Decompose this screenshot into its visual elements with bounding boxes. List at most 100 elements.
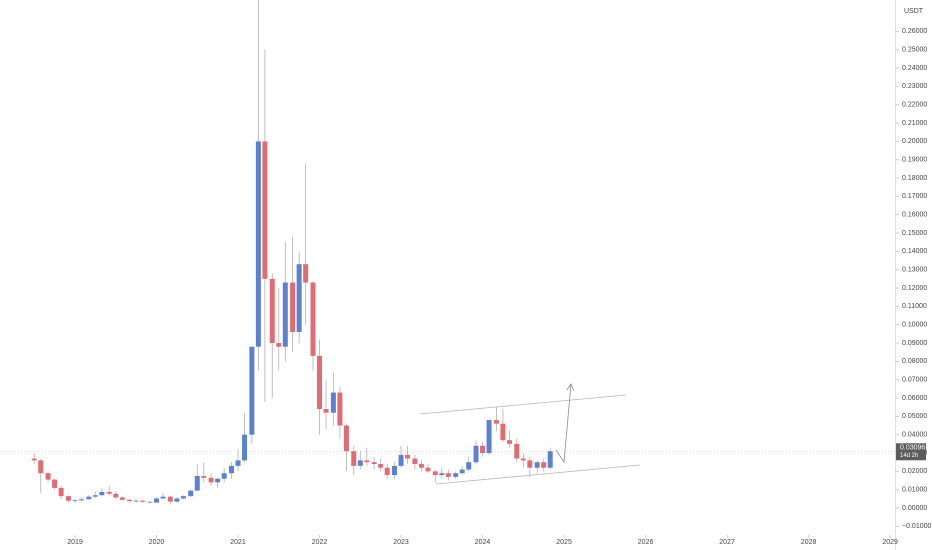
candle-body	[323, 409, 329, 413]
candle-body	[520, 458, 526, 461]
y-tick-label: 0.14000	[902, 248, 927, 255]
candle-body	[194, 475, 200, 491]
candle-body	[480, 445, 486, 454]
candle-body	[412, 458, 418, 465]
candle-body	[45, 473, 51, 480]
candle-body	[79, 499, 85, 501]
x-tick-label: 2022	[312, 539, 328, 546]
y-tick-label: 0.23000	[902, 83, 927, 90]
candle-body	[106, 491, 112, 494]
x-tick-label: 2026	[638, 539, 654, 546]
candle-body	[282, 282, 288, 347]
y-tick-label: 0.02000	[902, 468, 927, 475]
y-tick-label: 0.07000	[902, 377, 927, 384]
x-tick-label: 2023	[393, 539, 409, 546]
y-tick-label: 0.11000	[902, 303, 927, 310]
candle-body	[31, 458, 37, 461]
candle-body	[188, 490, 194, 497]
x-tick-label: 2021	[230, 539, 246, 546]
candle-body	[466, 462, 472, 470]
x-tick-label: 2029	[882, 539, 898, 546]
y-tick-label: 0.00000	[902, 505, 927, 512]
candle-body	[276, 343, 282, 347]
candle-body	[534, 462, 540, 468]
candle-body	[127, 499, 133, 502]
candle-body	[133, 500, 139, 502]
y-tick-label: 0.10000	[902, 322, 927, 329]
x-tick-label: 2028	[801, 539, 817, 546]
candle-body	[432, 471, 438, 476]
x-tick-label: 2027	[719, 539, 735, 546]
y-tick-label: 0.01000	[902, 487, 927, 494]
candle-body	[351, 451, 357, 466]
y-tick-label: 0.25000	[902, 47, 927, 54]
candle-body	[290, 282, 296, 333]
candle-body	[330, 392, 336, 413]
y-tick-label: 0.04000	[902, 432, 927, 439]
x-tick-label: 2025	[556, 539, 572, 546]
y-tick-label: 0.13000	[902, 267, 927, 274]
candle-body	[357, 460, 363, 466]
candle-body	[99, 491, 105, 496]
candle-body	[92, 495, 98, 497]
candle-body	[405, 454, 411, 459]
candle-body	[337, 392, 343, 426]
candle-body	[547, 451, 553, 468]
y-tick-label: 0.08000	[902, 358, 927, 365]
candle-body	[418, 464, 424, 468]
candle-body	[486, 420, 492, 454]
drawings	[419, 383, 641, 485]
candle-body	[154, 498, 160, 503]
candle-body	[52, 479, 58, 488]
candle-body	[167, 496, 173, 502]
candle-body	[38, 460, 44, 474]
candle-body	[201, 475, 207, 478]
candle-body	[541, 462, 547, 468]
arrow-head	[566, 383, 575, 392]
candle-body	[235, 460, 241, 466]
candle-body	[58, 487, 64, 497]
candle-body	[473, 445, 479, 463]
last-price-label: 0.03096	[900, 445, 925, 452]
y-tick-label: 0.15000	[902, 230, 927, 237]
candle-body	[343, 425, 349, 452]
candle-body	[72, 500, 78, 502]
candle-body	[140, 500, 146, 502]
candle-body	[398, 454, 404, 466]
candle-body	[174, 498, 180, 502]
y-tick-label: 0.19000	[902, 157, 927, 164]
candle-body	[514, 443, 520, 459]
x-tick-label: 2020	[149, 539, 165, 546]
channel-upper	[419, 394, 627, 415]
candle-body	[296, 264, 302, 333]
y-tick-label: 0.24000	[902, 65, 927, 72]
last-price-badge	[896, 443, 926, 461]
candle-body	[180, 496, 186, 499]
y-tick-label: 0.21000	[902, 120, 927, 127]
candle-body	[303, 264, 309, 283]
candle-body	[147, 501, 153, 503]
candle-body	[371, 462, 377, 465]
candle-body	[425, 467, 431, 472]
candle-body	[439, 473, 445, 476]
x-tick-label: 2019	[67, 539, 83, 546]
candle-body	[86, 496, 92, 500]
countdown: 14d 2h	[900, 453, 918, 459]
candle-body	[215, 478, 221, 483]
candle-body	[453, 473, 459, 477]
candle-body	[384, 467, 390, 476]
candle-body	[506, 440, 512, 444]
candle-body	[242, 434, 248, 461]
candle-body	[113, 493, 119, 498]
y-tick-label: 0.22000	[902, 102, 927, 109]
candle-body	[378, 464, 384, 468]
y-tick-label: 0.06000	[902, 395, 927, 402]
y-tick-label: 0.17000	[902, 193, 927, 200]
candle-body	[310, 282, 316, 356]
x-tick-label: 2024	[475, 539, 491, 546]
candle-body	[392, 465, 398, 476]
candle-body	[269, 278, 275, 344]
y-tick-label: 0.18000	[902, 175, 927, 182]
channel-lower	[435, 464, 641, 485]
